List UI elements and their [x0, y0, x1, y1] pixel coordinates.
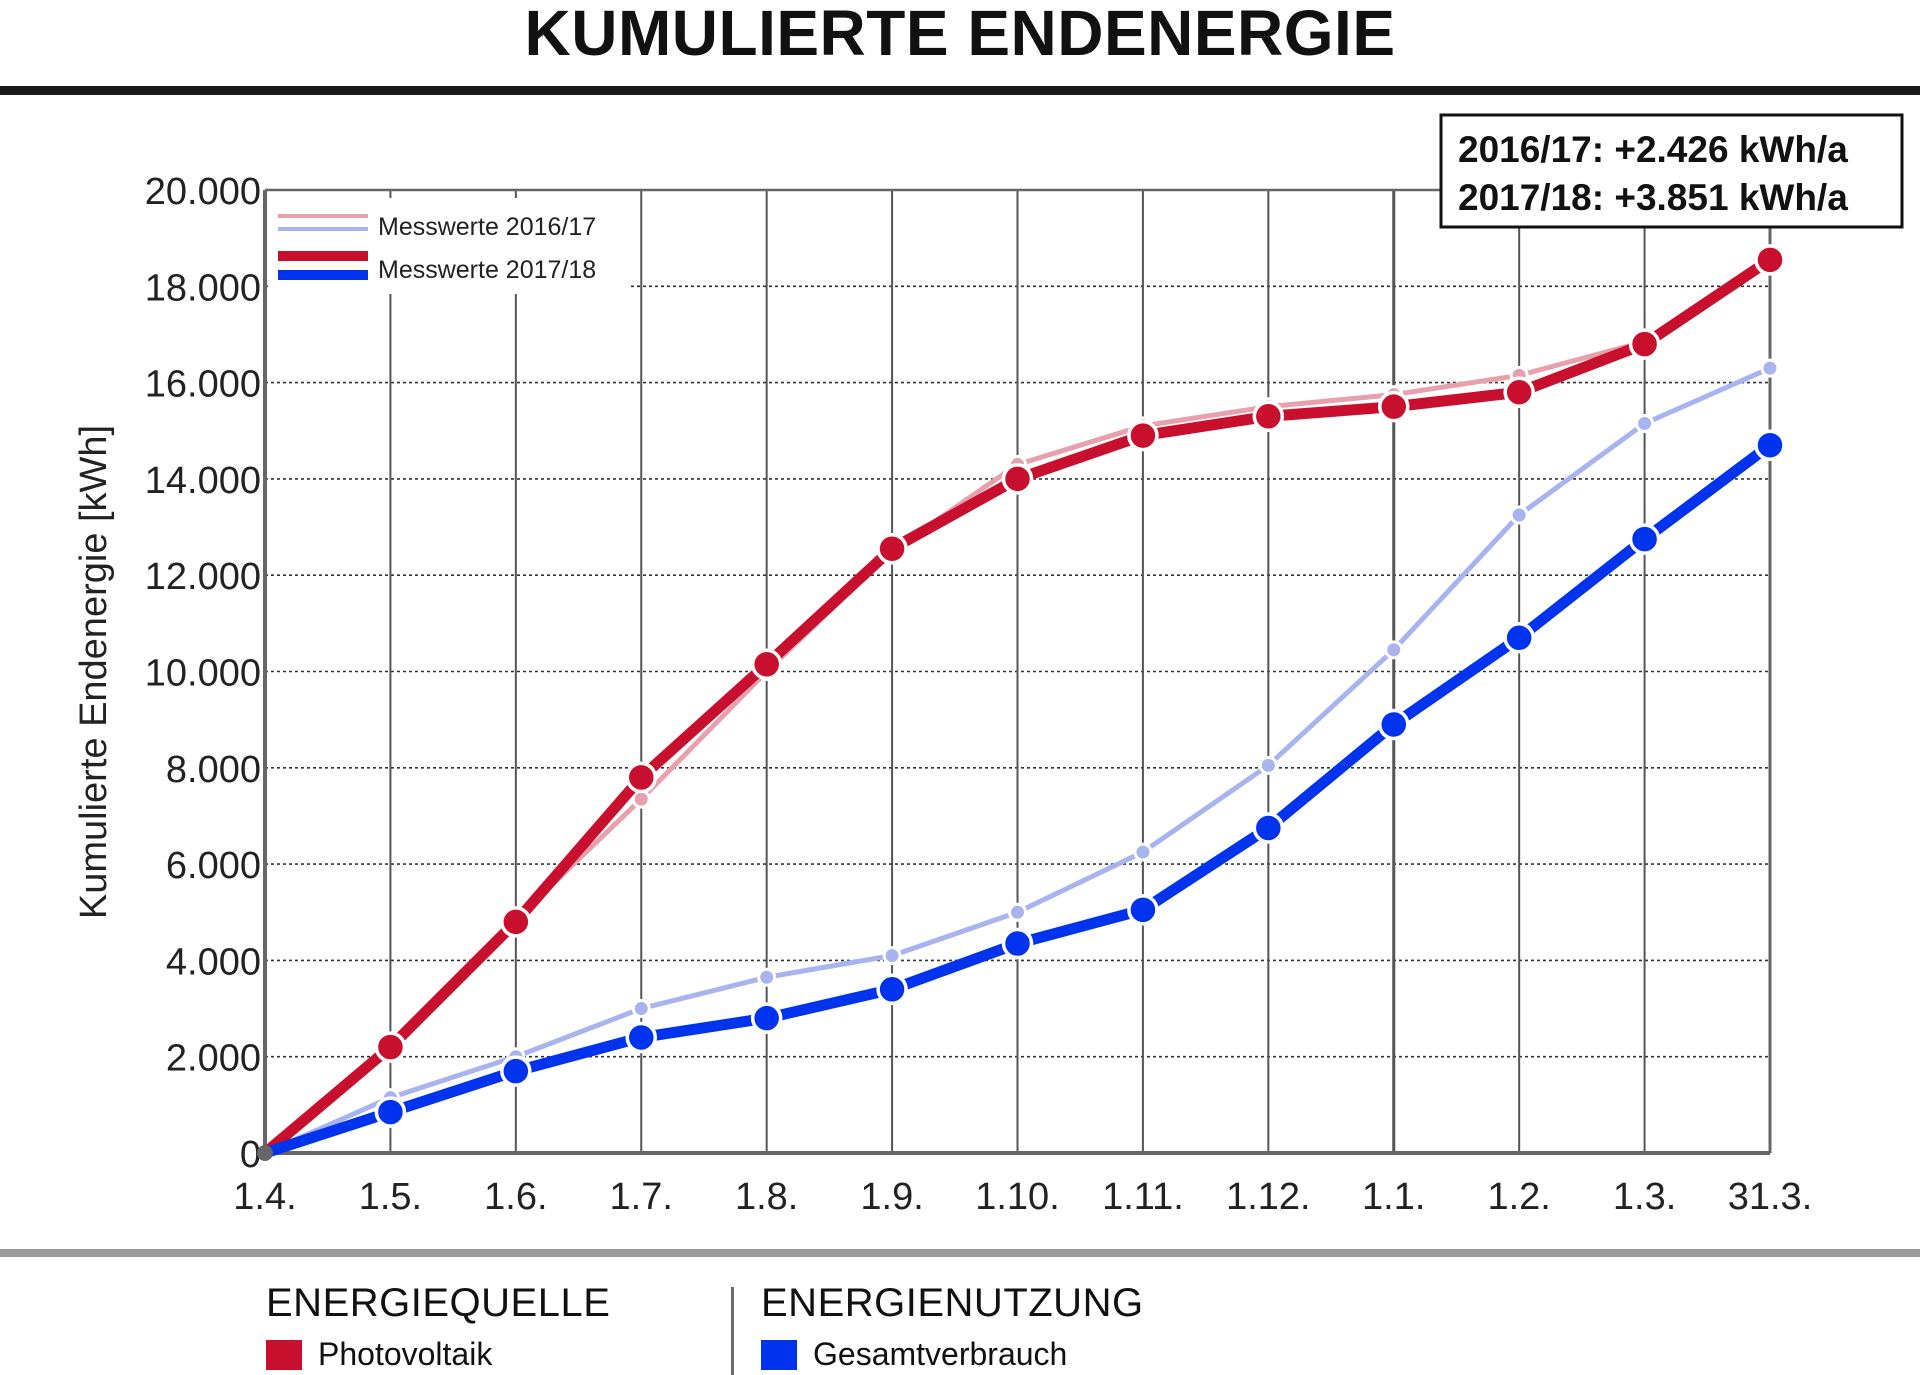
data-point — [631, 789, 651, 809]
data-point — [625, 1021, 657, 1054]
legend-energy-usage: ENERGIENUTZUNG Gesamtverbrauch — [761, 1280, 1144, 1373]
data-point — [374, 1096, 407, 1128]
y-tick-label: 10.000 — [145, 653, 261, 695]
legend-label-2016-17: Messwerte 2016/17 — [378, 213, 596, 241]
title-rule — [0, 86, 1920, 95]
gesamtverbrauch-swatch — [761, 1339, 797, 1370]
data-point — [757, 967, 777, 987]
data-point — [1754, 429, 1786, 461]
info-box: 2016/17: +2.426 kWh/a 2017/18: +3.851 kW… — [1439, 113, 1904, 229]
y-tick-label: 2.000 — [166, 1038, 261, 1080]
x-tick-label: 1.12. — [1226, 1176, 1311, 1218]
info-box-frame — [1439, 113, 1904, 229]
data-point — [1503, 376, 1535, 408]
y-tick-label: 6.000 — [166, 845, 261, 887]
x-tick-label: 1.6. — [484, 1176, 547, 1218]
y-tick-label: 16.000 — [145, 364, 261, 406]
chart-title: KUMULIERTE ENDENERGIE — [524, 0, 1396, 69]
footer-rule — [0, 1249, 1920, 1257]
x-tick-label: 31.3. — [1728, 1176, 1813, 1218]
data-point — [1635, 414, 1655, 434]
data-point — [500, 1055, 532, 1087]
x-tick-label: 1.9. — [860, 1176, 923, 1218]
data-point — [1001, 463, 1034, 495]
legend-energy-source: ENERGIEQUELLE Photovoltaik — [266, 1280, 610, 1373]
y-tick-label: 18.000 — [145, 267, 261, 309]
info-box-line-2016-17: 2016/17: +2.426 kWh/a — [1458, 129, 1848, 170]
legend-label-2017-18: Messwerte 2017/18 — [378, 256, 596, 284]
data-point — [750, 648, 783, 681]
data-point — [1378, 708, 1410, 741]
data-point — [631, 999, 651, 1019]
data-point — [625, 761, 657, 794]
data-point — [1754, 244, 1786, 276]
y-tick-label: 4.000 — [166, 941, 261, 983]
grid-layer — [265, 189, 1770, 1153]
data-point — [1503, 622, 1535, 654]
data-point — [1509, 505, 1529, 525]
energy-source-heading: ENERGIEQUELLE — [266, 1281, 611, 1325]
chart-legend: Messwerte 2016/17 Messwerte 2017/18 — [268, 198, 628, 294]
series-layer — [257, 244, 1786, 1161]
data-point — [500, 906, 532, 938]
y-tick-label: 8.000 — [166, 749, 261, 791]
data-point — [876, 973, 908, 1006]
x-tick-label: 1.2. — [1487, 1176, 1550, 1218]
x-tick-label: 1.5. — [359, 1176, 422, 1218]
data-point — [1008, 902, 1027, 922]
data-point — [1252, 812, 1285, 844]
axis-layer: 0 2.000 4.000 6.000 8.000 10.000 12.000 14.000 1… — [73, 171, 1812, 1218]
legend-divider — [731, 1287, 734, 1375]
x-tick-label: 1.7. — [610, 1176, 673, 1218]
data-point — [1127, 894, 1159, 926]
data-point — [1258, 755, 1278, 775]
photovoltaik-swatch — [266, 1339, 302, 1370]
y-tick-label: 14.000 — [145, 460, 261, 502]
y-axis-title: Kumulierte Endenergie [kWh] — [73, 425, 115, 919]
photovoltaik-label: Photovoltaik — [318, 1336, 493, 1372]
x-tick-label: 1.8. — [735, 1176, 798, 1218]
data-point — [1628, 328, 1661, 360]
data-point — [1378, 390, 1410, 423]
x-tick-label: 1.3. — [1613, 1176, 1676, 1218]
data-point — [876, 532, 908, 565]
chart-area: 0 2.000 4.000 6.000 8.000 10.000 12.000 14.000 1… — [73, 113, 1904, 1218]
x-tick-label: 1.10. — [975, 1176, 1060, 1218]
gesamtverbrauch-label: Gesamtverbrauch — [813, 1336, 1068, 1372]
y-tick-label: 20.000 — [145, 171, 261, 213]
data-point — [750, 1002, 783, 1034]
data-point — [1252, 400, 1285, 433]
data-point — [1760, 358, 1780, 378]
x-tick-label: 1.11. — [1102, 1176, 1184, 1218]
data-point — [1384, 640, 1404, 660]
data-point — [1127, 419, 1159, 452]
data-point — [1001, 927, 1034, 960]
energy-usage-heading: ENERGIENUTZUNG — [761, 1281, 1144, 1325]
data-point — [1628, 523, 1661, 555]
x-tick-label: 1.4. — [233, 1176, 296, 1218]
x-tick-label: 1.1. — [1362, 1176, 1425, 1218]
info-box-line-2017-18: 2017/18: +3.851 kWh/a — [1458, 177, 1848, 218]
data-point — [1133, 842, 1153, 862]
data-point — [374, 1031, 407, 1063]
data-point — [882, 946, 902, 966]
y-tick-label: 12.000 — [145, 556, 261, 598]
origin-point — [257, 1145, 273, 1161]
y-tick-label: 0 — [240, 1134, 261, 1176]
